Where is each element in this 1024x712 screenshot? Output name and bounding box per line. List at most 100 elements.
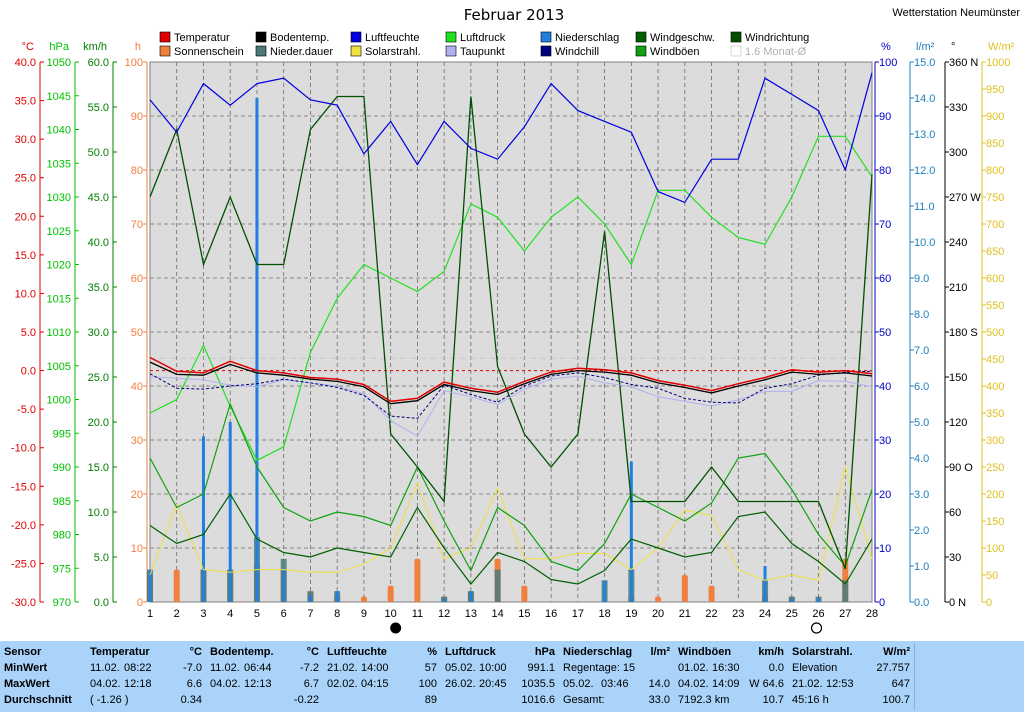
direction-tick-label: 180 S <box>949 327 978 339</box>
sunshine-bar <box>414 558 421 602</box>
stats-cell: 33.0 <box>648 694 670 706</box>
pressure-tick-label: 1020 <box>47 260 71 272</box>
rain-tick-label: 6.0 <box>914 381 929 393</box>
stats-row: 02.02. 04:15 100 <box>327 676 437 692</box>
legend-swatch <box>159 45 171 57</box>
stats-cell: 100 <box>418 678 437 690</box>
x-tick-label: 18 <box>598 608 610 620</box>
stats-row: 45:16 h 100.7 <box>792 692 910 708</box>
precipitation-bar <box>335 591 339 602</box>
solarstrahl-line <box>149 465 873 581</box>
legend: Temperatur Sonnenschein Bodentemp. Nieder.d… <box>159 31 809 58</box>
stats-cell: 12:13 <box>244 678 272 690</box>
stats-cell: 11.02. <box>90 662 120 674</box>
direction-tick-label: 360 N <box>949 57 978 69</box>
stats-cell: 14.0 <box>648 678 670 690</box>
x-tick-label: 23 <box>732 608 744 620</box>
wind-unit: km/h <box>83 41 107 53</box>
temp-unit: °C <box>22 41 34 53</box>
bodentemp-line <box>149 361 873 405</box>
precipitation-bar <box>148 569 152 602</box>
legend-swatch <box>730 45 742 57</box>
x-tick-label: 26 <box>812 608 824 620</box>
solar-tick-label: 850 <box>986 138 1004 150</box>
stats-cell: 05.02. <box>563 678 594 690</box>
stats-column: Bodentemp. °C 11.02. 06:44 -7.2 04.02. 12:13 6.… <box>206 643 324 710</box>
stats-cell: 04.02. <box>678 678 709 690</box>
stats-cell: 05.02. <box>445 662 476 674</box>
legend-label: Luftfeuchte <box>365 32 419 44</box>
humidity-tick-label: 50 <box>879 327 891 339</box>
solar-tick-label: 550 <box>986 300 1004 312</box>
temp-tick-label: 15.0 <box>15 250 36 262</box>
precipitation-bar <box>629 461 633 602</box>
x-tick-label: 11 <box>412 608 423 620</box>
stats-row: Regentage: 15 <box>563 660 670 676</box>
wind-tick-label: 0.0 <box>94 597 109 609</box>
precipitation-bar <box>255 98 259 602</box>
stats-header: Sensor <box>4 644 82 660</box>
stats-row: 05.02. 10:00 991.1 <box>445 660 555 676</box>
pressure-tick-label: 1015 <box>47 293 71 305</box>
precipitation-bar <box>228 422 232 602</box>
stats-cell: 02.02. <box>327 678 358 690</box>
humidity-tick-label: 30 <box>879 435 891 447</box>
temp-tick-label: -20.0 <box>11 520 36 532</box>
stats-cell: 647 <box>891 678 910 690</box>
solar-tick-label: 750 <box>986 192 1004 204</box>
pressure-unit: hPa <box>49 41 69 53</box>
sunshine-bar <box>708 585 715 602</box>
stats-row: 04.02. 14:09 W 64.6 <box>678 676 784 692</box>
solar-tick-label: 800 <box>986 165 1004 177</box>
stats-cell: Gesamt: <box>563 694 605 706</box>
precipitation-bar <box>282 569 286 602</box>
stats-cell: km/h <box>758 646 784 658</box>
wind-tick-label: 15.0 <box>88 462 109 474</box>
stats-cell: 12:53 <box>826 678 854 690</box>
temp-tick-label: 0.0 <box>21 366 36 378</box>
legend-label: Solarstrahl. <box>365 46 421 58</box>
legend-label: Temperatur <box>174 32 230 44</box>
hours-unit: h <box>135 41 141 53</box>
stats-cell: 12:18 <box>124 678 152 690</box>
stats-cell: Bodentemp. <box>210 646 274 658</box>
direction-tick-label: 0 N <box>949 597 966 609</box>
direction-tick-label: 270 W <box>949 192 981 204</box>
wind-tick-label: 30.0 <box>88 327 109 339</box>
legend-label: Niederschlag <box>555 32 619 44</box>
sunshine-bar <box>521 585 528 602</box>
pressure-tick-label: 995 <box>53 428 71 440</box>
solar-tick-label: 900 <box>986 111 1004 123</box>
stats-cell: 27.757 <box>876 662 910 674</box>
solar-unit: W/m² <box>988 41 1015 53</box>
legend-label: Nieder.dauer <box>270 46 333 58</box>
stats-cell: 45:16 h <box>792 694 829 706</box>
direction-tick-label: 210 <box>949 282 967 294</box>
hours-tick-label: 80 <box>131 165 143 177</box>
stats-cell: 01.02. <box>678 662 709 674</box>
stats-cell: °C <box>306 646 319 658</box>
stats-header: Solarstrahl. W/m² <box>792 644 910 660</box>
stats-cell: -0.22 <box>293 694 319 706</box>
stats-cell: 7192.3 km <box>678 694 730 706</box>
stats-cell: 100.7 <box>882 694 910 706</box>
humidity-tick-label: 40 <box>879 381 891 393</box>
solar-tick-label: 450 <box>986 354 1004 366</box>
stats-cell: Luftfeuchte <box>327 646 387 658</box>
stats-cell: 21.02. <box>327 662 358 674</box>
stats-column: Luftdruck hPa 05.02. 10:00 991.1 26.02. 20:45 1… <box>441 643 560 710</box>
stats-row: -0.22 <box>210 692 319 708</box>
rain-tick-label: 1.0 <box>914 561 929 573</box>
stats-cell: 26.02. <box>445 678 476 690</box>
x-tick-label: 5 <box>254 608 260 620</box>
rain-tick-label: 12.0 <box>914 165 935 177</box>
stats-cell: Solarstrahl. <box>792 646 853 658</box>
wind-tick-label: 10.0 <box>88 507 109 519</box>
direction-tick-label: 90 O <box>949 462 973 474</box>
temp-tick-label: 40.0 <box>15 57 36 69</box>
x-tick-label: 21 <box>679 608 691 620</box>
stats-header: Bodentemp. °C <box>210 644 319 660</box>
rain-unit: l/m² <box>916 41 935 53</box>
temp-tick-label: 25.0 <box>15 173 36 185</box>
pressure-tick-label: 1030 <box>47 192 71 204</box>
